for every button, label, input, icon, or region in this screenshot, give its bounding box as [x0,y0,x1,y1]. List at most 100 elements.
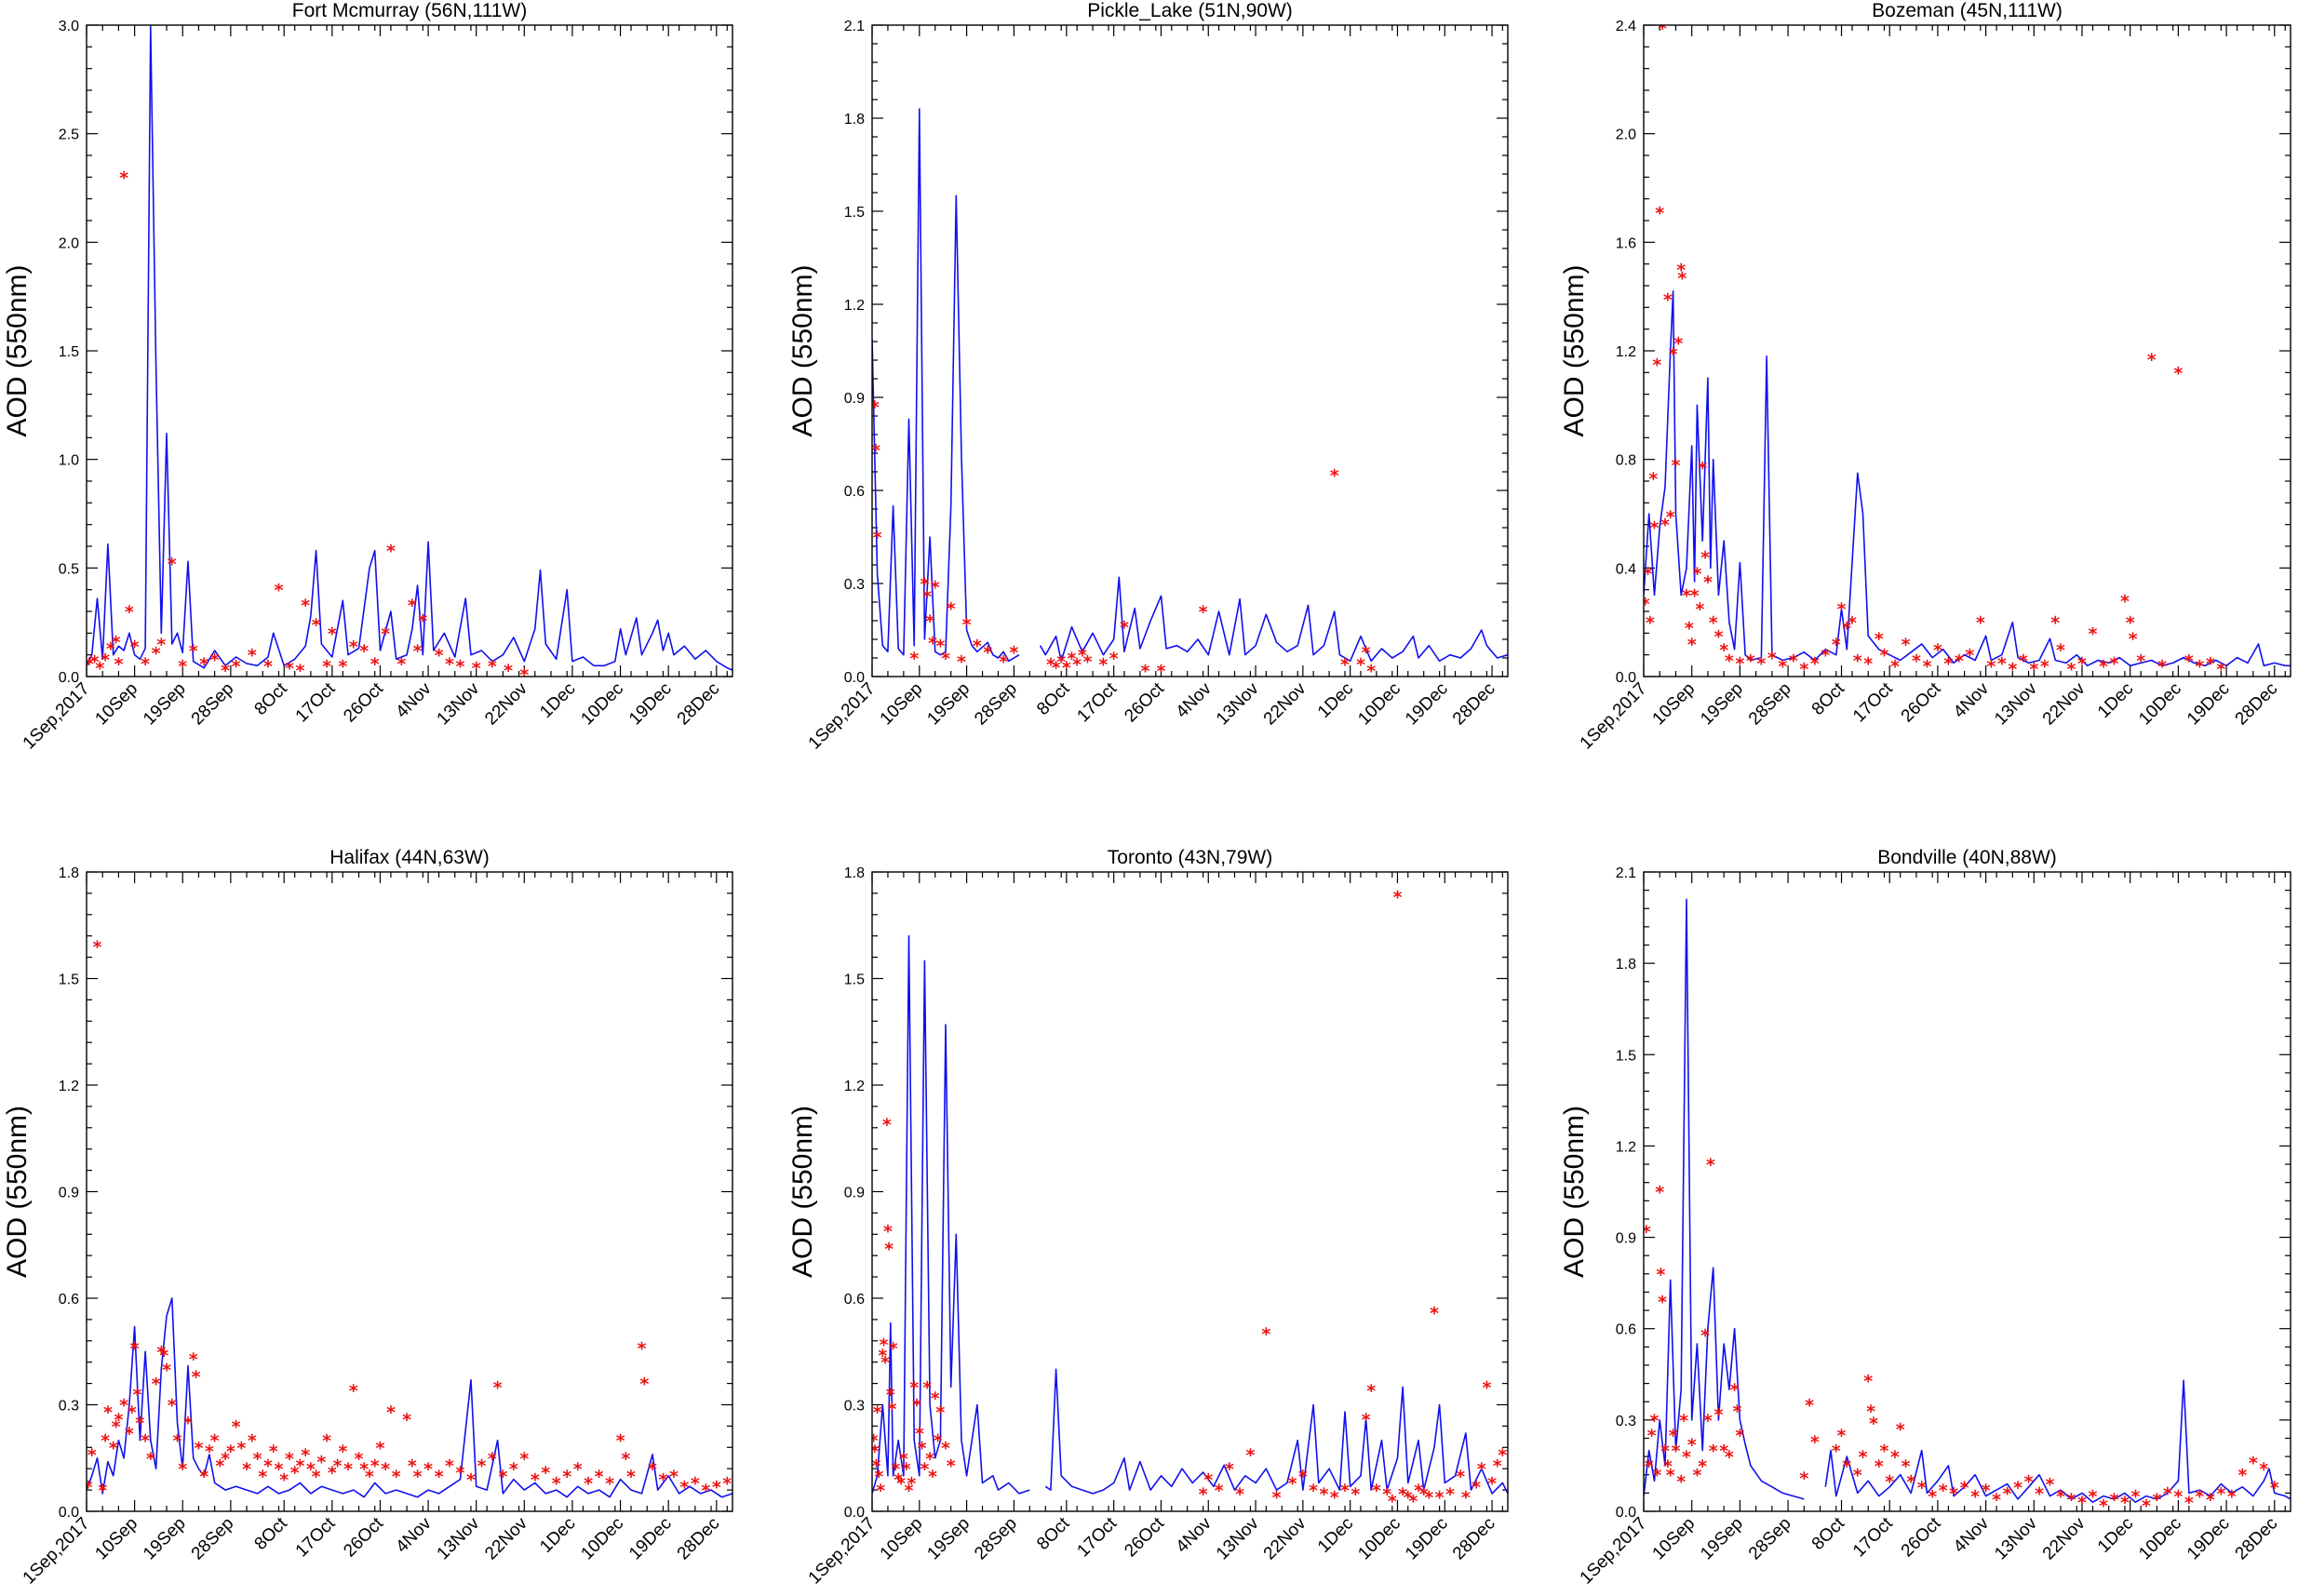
observation-marker: * [882,1115,892,1135]
observation-marker: * [1842,619,1851,639]
observation-marker: * [1660,516,1670,536]
observation-marker: * [365,1467,374,1487]
observation-marker: * [2173,363,2183,383]
observation-marker: * [210,650,220,670]
y-tick-label: 0.0 [1616,670,1636,686]
observation-marker: * [125,602,134,623]
observation-marker: * [1435,1488,1445,1509]
model-line [1644,898,1805,1500]
observation-marker: * [392,1467,401,1487]
observation-marker: * [920,574,929,595]
observation-marker: * [1719,640,1728,661]
observation-marker: * [2157,656,2167,677]
observation-marker: * [1366,1381,1376,1402]
observation-marker: * [2089,624,2098,644]
y-tick-label: 0.9 [844,391,865,407]
observation-marker: * [130,637,140,657]
observation-marker: * [1676,261,1686,281]
observation-marker: * [1445,1484,1455,1505]
observation-marker: * [1671,1442,1680,1462]
observation-marker: * [935,637,945,657]
observation-marker: * [922,586,932,607]
observation-marker: * [1896,1420,1905,1441]
observation-marker: * [370,654,380,675]
model-line [87,26,732,671]
data-layer: *************** * * ********* * *** **** *** [870,108,1508,677]
observation-marker: * [1650,518,1660,539]
observation-marker: * [595,1467,604,1487]
observation-marker: * [1682,1447,1691,1468]
observation-marker: * [301,1445,310,1466]
observation-marker: * [1832,1442,1841,1462]
y-tick-label: 1.2 [59,1079,79,1094]
observation-marker: * [1778,656,1787,677]
y-tick-label: 0.3 [844,1399,865,1415]
observation-marker: * [934,1431,943,1452]
observation-marker: * [1700,548,1710,569]
observation-marker: * [2227,1487,2237,1508]
observation-marker: * [488,1449,497,1469]
observation-marker: * [701,1481,710,1501]
observation-marker: * [435,1467,444,1487]
observation-marker: * [322,656,331,677]
observation-marker: * [290,1463,300,1483]
observation-marker: * [1472,1477,1481,1497]
observation-marker: * [98,1481,107,1501]
observation-marker: * [616,1431,625,1452]
observation-marker: * [1713,1404,1723,1425]
observation-marker: * [386,1402,396,1423]
observation-marker: * [1986,656,1996,677]
observation-marker: * [873,1402,882,1423]
observation-marker: * [935,1402,945,1423]
observation-marker: * [466,1470,476,1491]
observation-marker: * [125,1424,134,1444]
observation-marker: * [2126,613,2135,634]
observation-marker: * [328,1463,337,1483]
observation-marker: * [1398,1484,1407,1505]
observation-marker: * [413,641,423,662]
observation-marker: * [1992,1490,2001,1510]
observation-marker: * [1676,1471,1686,1492]
observation-marker: * [883,1221,893,1241]
observation-marker: * [112,1416,121,1437]
observation-marker: * [869,1431,879,1452]
observation-marker: * [973,637,982,657]
y-tick-label: 0.6 [1616,1322,1636,1338]
observation-marker: * [894,1470,903,1491]
observation-marker: * [1885,1471,1894,1492]
observation-marker: * [306,1459,316,1480]
observation-marker: * [1767,649,1777,669]
observation-marker: * [1709,613,1718,634]
observation-marker: * [1703,572,1713,593]
observation-marker: * [2056,1487,2065,1508]
observation-marker: * [870,397,880,418]
observation-marker: * [253,1449,262,1469]
observation-marker: * [1298,1467,1308,1487]
panel-title: Bondville (40N,88W) [1877,847,2057,868]
observation-marker: * [152,643,161,664]
y-tick-label: 1.2 [1616,1139,1636,1155]
observation-marker: * [316,1453,326,1473]
observation-marker: * [349,1381,358,1402]
observation-marker: * [2099,1495,2108,1516]
observation-marker: * [1245,1445,1255,1466]
observation-marker: * [477,1455,486,1476]
observation-marker: * [1419,1484,1429,1505]
observation-marker: * [886,1385,895,1405]
observation-marker: * [1120,618,1129,638]
y-tick-label: 2.4 [1616,19,1636,34]
observation-marker: * [2050,613,2060,634]
observation-marker: * [884,1240,894,1260]
observation-marker: * [1203,1470,1213,1491]
observation-marker: * [263,1455,273,1476]
observation-marker: * [1949,1483,1958,1504]
observation-marker: * [2184,651,2194,672]
observation-marker: * [2008,659,2017,679]
observation-marker: * [1799,1469,1808,1489]
observation-marker: * [1362,642,1371,663]
observation-marker: * [232,656,241,677]
observation-marker: * [1692,564,1701,584]
observation-marker: * [880,1353,890,1374]
observation-marker: * [1960,1478,1969,1498]
observation-marker: * [248,646,257,666]
